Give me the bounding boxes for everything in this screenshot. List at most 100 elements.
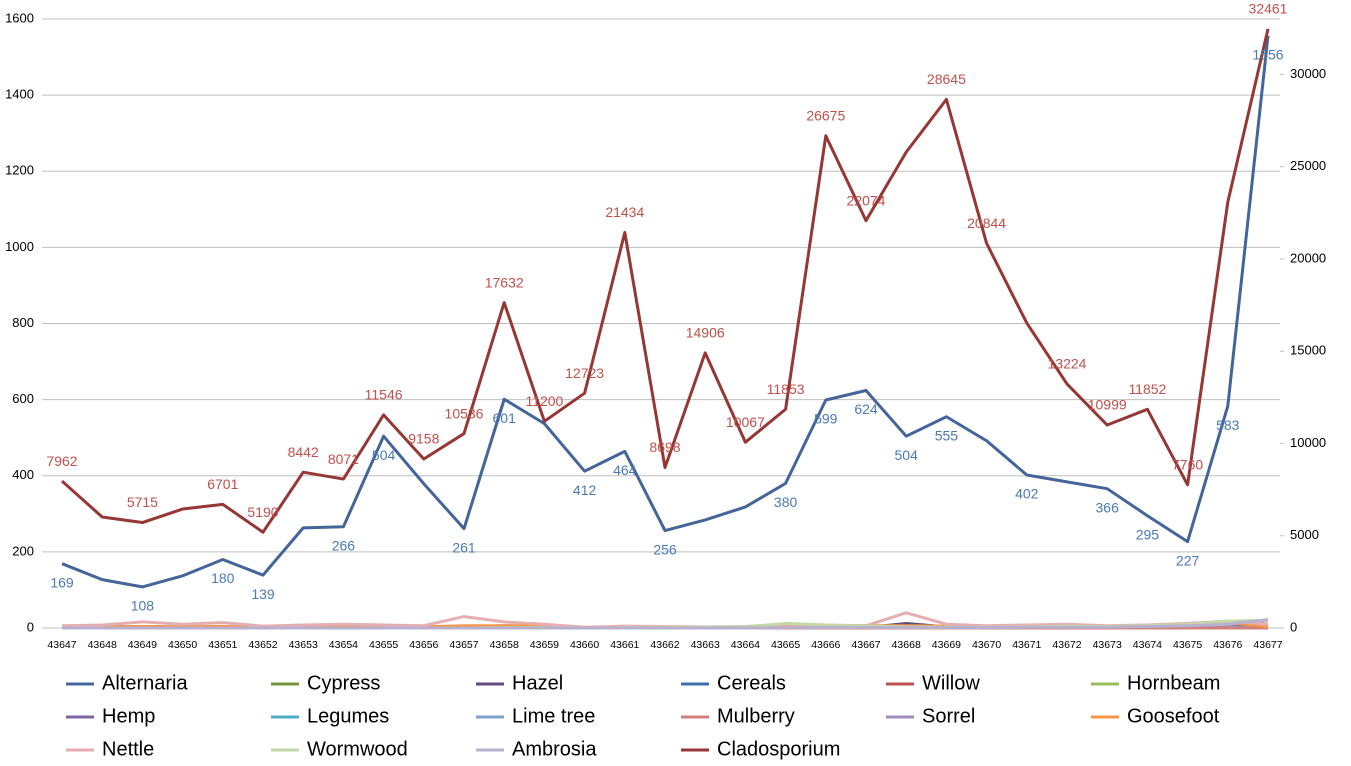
y-tick-label: 1200 — [5, 163, 34, 178]
data-label: 412 — [573, 482, 597, 498]
legend-label: Mulberry — [717, 705, 795, 727]
x-tick-label: 43666 — [811, 639, 840, 651]
data-label: 266 — [332, 537, 356, 553]
data-label: 5190 — [247, 504, 278, 520]
data-label: 8442 — [288, 444, 319, 460]
data-label: 11546 — [365, 387, 403, 403]
data-label: 583 — [1216, 417, 1240, 433]
data-label: 10067 — [726, 414, 765, 430]
x-tick-label: 43668 — [892, 639, 921, 651]
legend-label: Sorrel — [922, 705, 975, 727]
data-label: 14906 — [686, 325, 725, 341]
x-tick-label: 43648 — [88, 639, 117, 651]
x-tick-label: 43662 — [650, 639, 679, 651]
x-tick-label: 43654 — [329, 639, 358, 651]
x-tick-label: 43653 — [289, 639, 318, 651]
y2-tick-label: 10000 — [1290, 435, 1326, 450]
legend-label: Wormwood — [307, 738, 408, 760]
data-label: 504 — [372, 447, 396, 463]
x-tick-label: 43649 — [128, 639, 157, 651]
data-label: 22074 — [847, 192, 886, 208]
data-label: 169 — [50, 574, 74, 590]
data-label: 8698 — [649, 439, 680, 455]
data-label: 6701 — [207, 476, 238, 492]
legend-label: Lime tree — [512, 705, 595, 727]
data-label: 464 — [613, 462, 637, 478]
x-tick-label: 43669 — [932, 639, 961, 651]
x-tick-label: 43647 — [47, 639, 76, 651]
data-label: 227 — [1176, 552, 1200, 568]
legend-label: Alternaria — [102, 672, 188, 694]
legend-label: Hemp — [102, 705, 155, 727]
data-label: 261 — [452, 539, 476, 555]
series-line — [60, 28, 1270, 534]
data-label: 1556 — [1252, 46, 1283, 62]
data-label: 11852 — [1128, 381, 1166, 397]
x-tick-label: 43650 — [168, 639, 197, 651]
y-tick-label: 1000 — [5, 239, 34, 254]
legend-label: Nettle — [102, 738, 154, 760]
data-label: 20844 — [967, 215, 1006, 231]
x-tick-label: 43652 — [248, 639, 277, 651]
x-tick-label: 43674 — [1133, 639, 1162, 651]
x-tick-label: 43659 — [530, 639, 559, 651]
data-label: 180 — [211, 570, 235, 586]
data-label: 28645 — [927, 71, 966, 87]
x-tick-label: 43664 — [731, 639, 760, 651]
legend-label: Ambrosia — [512, 738, 597, 760]
x-tick-label: 43670 — [972, 639, 1001, 651]
data-label: 504 — [895, 447, 919, 463]
x-tick-label: 43671 — [1012, 639, 1041, 651]
data-label: 108 — [131, 598, 155, 614]
x-tick-label: 43672 — [1052, 639, 1081, 651]
data-label: 380 — [774, 494, 798, 510]
y-tick-label: 800 — [12, 315, 34, 330]
series-line — [62, 618, 1269, 630]
data-label: 9158 — [408, 431, 439, 447]
legend-label: Cereals — [717, 672, 786, 694]
x-tick-label: 43663 — [691, 639, 720, 651]
data-label: 11853 — [767, 381, 805, 397]
data-label: 10536 — [445, 405, 484, 421]
y-tick-label: 400 — [12, 467, 34, 482]
legend-label: Goosefoot — [1127, 705, 1220, 727]
y-tick-label: 1400 — [5, 87, 34, 102]
x-tick-label: 43656 — [409, 639, 438, 651]
x-tick-label: 43676 — [1213, 639, 1242, 651]
data-label: 8071 — [328, 451, 359, 467]
data-label: 7962 — [46, 453, 77, 469]
legend-label: Cypress — [307, 672, 380, 694]
data-label: 599 — [814, 411, 838, 427]
y2-tick-label: 15000 — [1290, 343, 1326, 358]
data-label: 13224 — [1048, 356, 1087, 372]
data-label: 295 — [1136, 526, 1160, 542]
legend-label: Hornbeam — [1127, 672, 1220, 694]
data-label: 26675 — [806, 107, 845, 123]
y2-tick-label: 25000 — [1290, 158, 1326, 173]
x-tick-label: 43660 — [570, 639, 599, 651]
data-label: 7760 — [1172, 456, 1203, 472]
y-tick-label: 1600 — [5, 10, 34, 25]
legend-label: Willow — [922, 672, 980, 694]
x-tick-label: 43658 — [490, 639, 519, 651]
data-label: 21434 — [605, 204, 644, 220]
data-label: 5715 — [127, 494, 158, 510]
x-tick-label: 43651 — [208, 639, 237, 651]
y2-tick-label: 5000 — [1290, 527, 1319, 542]
x-tick-label: 43675 — [1173, 639, 1202, 651]
data-label: 366 — [1096, 499, 1120, 515]
legend-label: Legumes — [307, 705, 389, 727]
data-label: 139 — [251, 586, 275, 602]
x-tick-label: 43665 — [771, 639, 800, 651]
data-label: 11200 — [525, 393, 563, 409]
data-label: 555 — [935, 427, 959, 443]
data-label: 402 — [1015, 486, 1039, 502]
x-tick-label: 43661 — [610, 639, 639, 651]
y2-tick-label: 30000 — [1290, 66, 1326, 81]
data-label: 601 — [493, 410, 517, 426]
data-label: 12723 — [565, 365, 604, 381]
y2-tick-label: 0 — [1290, 619, 1297, 634]
y-tick-label: 600 — [12, 391, 34, 406]
y2-tick-label: 20000 — [1290, 250, 1326, 265]
